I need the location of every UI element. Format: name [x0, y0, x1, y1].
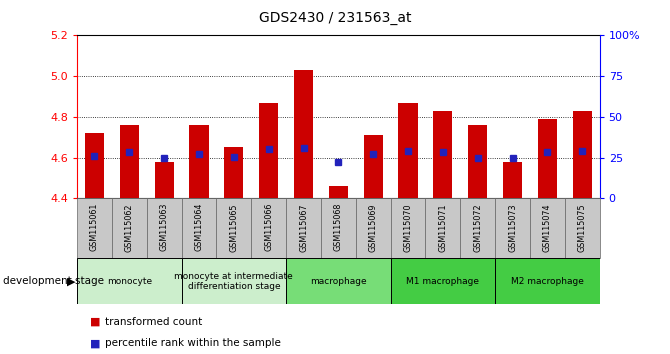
Text: GSM115075: GSM115075 [578, 203, 587, 252]
Bar [329, 186, 348, 198]
Bar [112, 198, 147, 258]
Text: monocyte: monocyte [107, 277, 152, 286]
Bar [573, 111, 592, 198]
Text: transformed count: transformed count [105, 317, 202, 327]
Bar [460, 198, 495, 258]
Bar [77, 198, 112, 258]
Bar [190, 125, 208, 198]
Text: development stage: development stage [3, 276, 105, 286]
Bar [77, 258, 182, 304]
Bar [565, 198, 600, 258]
Text: GSM115069: GSM115069 [369, 203, 378, 252]
Bar [503, 162, 522, 198]
Text: GSM115062: GSM115062 [125, 203, 134, 252]
Bar [538, 119, 557, 198]
Bar [433, 111, 452, 198]
Bar [364, 135, 383, 198]
Bar [259, 103, 278, 198]
Bar [356, 198, 391, 258]
Bar [391, 258, 495, 304]
Bar [321, 198, 356, 258]
Text: M1 macrophage: M1 macrophage [407, 277, 479, 286]
Bar [286, 198, 321, 258]
Text: GSM115072: GSM115072 [473, 203, 482, 252]
Text: GSM115066: GSM115066 [264, 203, 273, 251]
Bar [182, 198, 216, 258]
Text: macrophage: macrophage [310, 277, 366, 286]
Text: GSM115061: GSM115061 [90, 203, 99, 251]
Bar [85, 133, 104, 198]
Bar [425, 198, 460, 258]
Bar [399, 103, 417, 198]
Text: ■: ■ [90, 338, 101, 348]
Bar [294, 70, 313, 198]
Text: GSM115074: GSM115074 [543, 203, 552, 252]
Text: ▶: ▶ [68, 276, 76, 286]
Text: GSM115070: GSM115070 [403, 203, 413, 252]
Text: percentile rank within the sample: percentile rank within the sample [105, 338, 281, 348]
Bar [224, 147, 243, 198]
Bar [120, 125, 139, 198]
Text: GSM115067: GSM115067 [299, 203, 308, 252]
Text: ■: ■ [90, 317, 101, 327]
Bar [155, 162, 174, 198]
Text: GSM115068: GSM115068 [334, 203, 343, 251]
Bar [468, 125, 487, 198]
Text: GSM115063: GSM115063 [159, 203, 169, 251]
Bar [182, 258, 286, 304]
Text: GSM115073: GSM115073 [508, 203, 517, 252]
Bar [391, 198, 425, 258]
Bar [286, 258, 391, 304]
Bar [495, 198, 530, 258]
Bar [495, 258, 600, 304]
Text: GSM115071: GSM115071 [438, 203, 448, 252]
Text: GDS2430 / 231563_at: GDS2430 / 231563_at [259, 11, 411, 25]
Bar [530, 198, 565, 258]
Text: GSM115065: GSM115065 [229, 203, 239, 252]
Bar [251, 198, 286, 258]
Text: monocyte at intermediate
differentiation stage: monocyte at intermediate differentiation… [174, 272, 293, 291]
Bar [147, 198, 182, 258]
Text: GSM115064: GSM115064 [194, 203, 204, 251]
Bar [216, 198, 251, 258]
Text: M2 macrophage: M2 macrophage [511, 277, 584, 286]
